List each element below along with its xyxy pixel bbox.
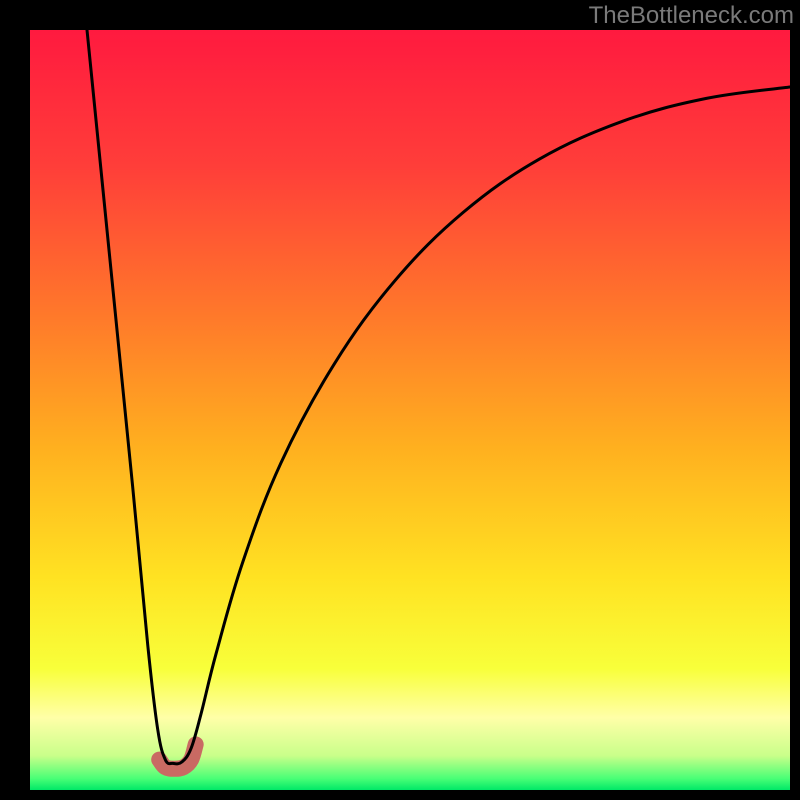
chart-svg	[0, 0, 800, 800]
watermark: TheBottleneck.com	[589, 2, 794, 30]
gradient-background	[30, 30, 790, 790]
watermark-text: TheBottleneck.com	[589, 2, 794, 29]
chart-frame	[0, 0, 800, 800]
